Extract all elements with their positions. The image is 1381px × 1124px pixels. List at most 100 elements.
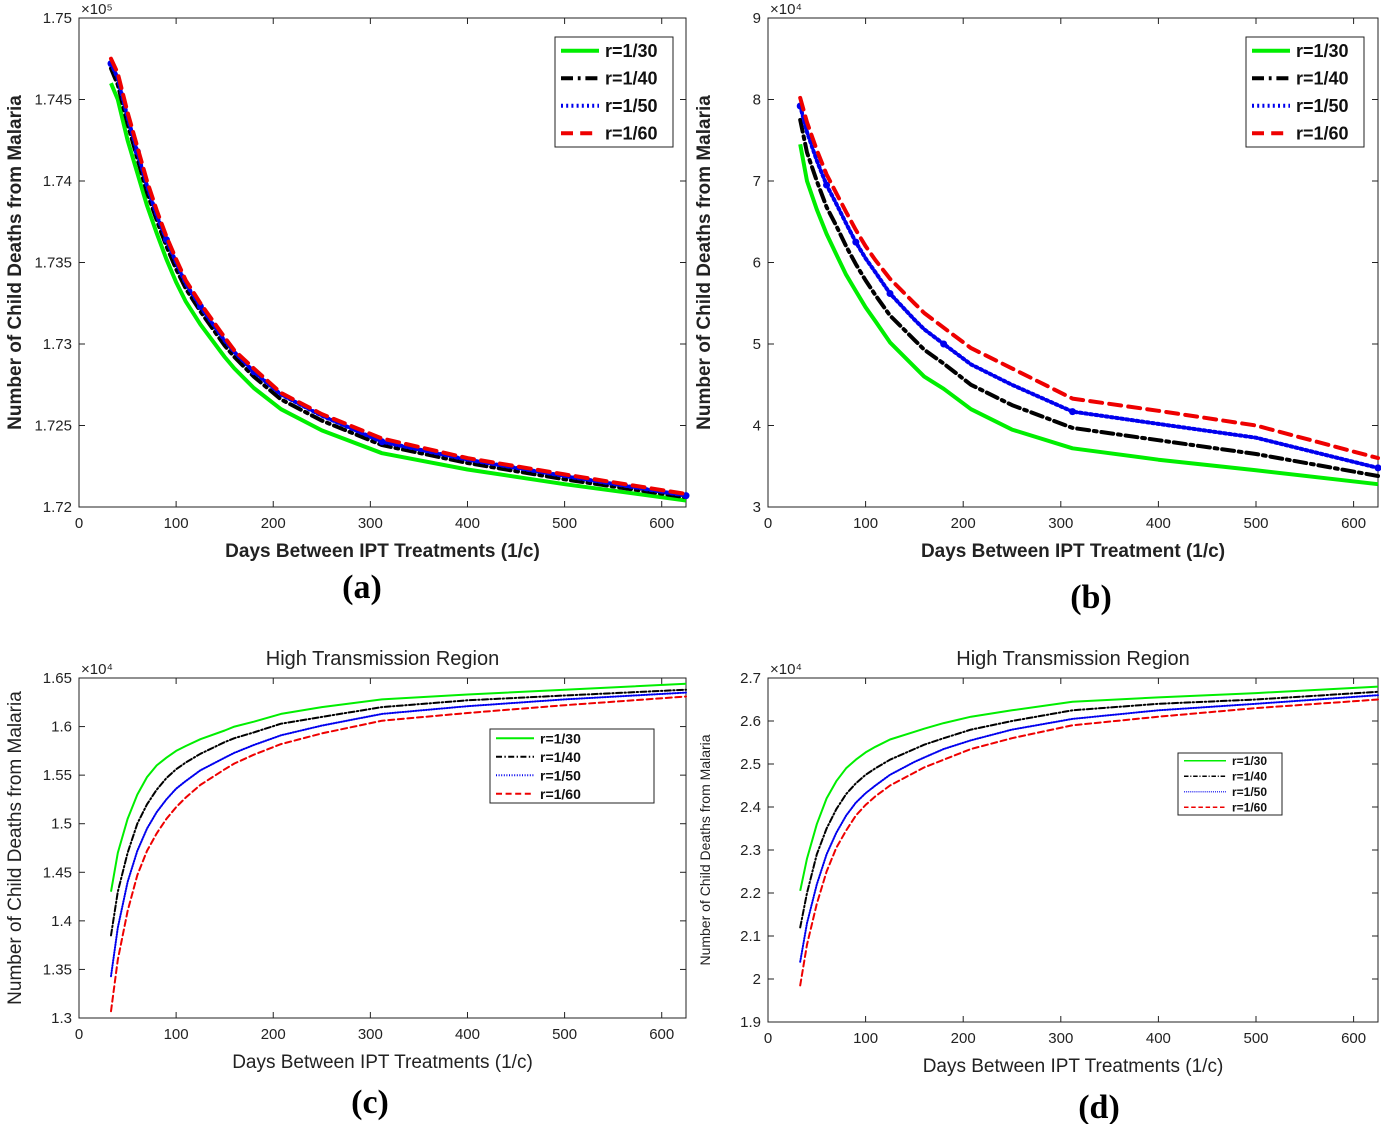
x-tick-label: 600 bbox=[649, 515, 674, 532]
chart-panel-d: 0 100 200 300 400 500 600 1.9 2 2.1 2.2 2.3 2.4 2.5 2.… bbox=[697, 648, 1379, 1124]
x-tick-label: 0 bbox=[764, 515, 772, 532]
y-tick-label: 1.65 bbox=[43, 670, 72, 687]
x-tick-label: 500 bbox=[1243, 1030, 1268, 1047]
legend: r=1/30r=1/40r=1/50r=1/60 bbox=[489, 728, 655, 804]
x-tick-label: 400 bbox=[455, 515, 480, 532]
exponent-label: ×10⁵ bbox=[81, 1, 113, 18]
series-line-a-4 bbox=[109, 56, 688, 496]
y-tick-label: 1.72 bbox=[43, 499, 72, 516]
x-tick-label: 100 bbox=[164, 515, 189, 532]
legend-label-1: r=1/30 bbox=[1232, 754, 1267, 768]
legend: r=1/30r=1/40r=1/50r=1/60 bbox=[1177, 752, 1283, 816]
x-tick-label: 400 bbox=[1146, 515, 1171, 532]
chart-panel-a: 0 100 200 300 400 500 600 1.72 1.725 1.73 1.735 1.7… bbox=[5, 1, 690, 606]
series-point-b-3 bbox=[1374, 464, 1381, 472]
x-axis-label: Days Between IPT Treatments (1/c) bbox=[923, 1056, 1224, 1077]
series-line-d-4 bbox=[799, 698, 1379, 987]
series-point-b-3 bbox=[940, 340, 948, 348]
exponent-label: ×10⁴ bbox=[770, 1, 802, 18]
x-tick-label: 600 bbox=[1341, 1030, 1366, 1047]
y-tick-label: 1.4 bbox=[51, 913, 72, 930]
legend-label-4: r=1/60 bbox=[605, 124, 658, 144]
chart-panel-b: 0 100 200 300 400 500 600 3 4 5 6 7 8 9 ×10⁴ Days Betwe… bbox=[694, 1, 1381, 616]
legend-label-2: r=1/40 bbox=[1296, 69, 1349, 89]
legend-label-3: r=1/50 bbox=[1296, 96, 1349, 116]
x-tick-label: 300 bbox=[1048, 1030, 1073, 1047]
chart-panel-c: 0 100 200 300 400 500 600 1.3 1.35 1.4 1.45 1.5 1.55… bbox=[5, 648, 687, 1121]
series-line-c-4 bbox=[110, 695, 687, 1013]
y-axis-label: Number of Child Deaths from Malaria bbox=[5, 691, 26, 1005]
y-tick-label: 6 bbox=[753, 255, 761, 272]
y-tick-label: 1.725 bbox=[34, 418, 72, 435]
x-tick-label: 200 bbox=[951, 515, 976, 532]
x-tick-label: 0 bbox=[764, 1030, 772, 1047]
chart-title: High Transmission Region bbox=[266, 648, 499, 670]
x-tick-label: 500 bbox=[552, 515, 577, 532]
y-tick-label: 4 bbox=[753, 418, 761, 435]
series-line-c-2 bbox=[110, 688, 687, 937]
x-tick-label: 300 bbox=[358, 515, 383, 532]
series-point-b-3 bbox=[1069, 408, 1077, 416]
y-tick-label: 1.35 bbox=[43, 961, 72, 978]
y-tick-label: 1.55 bbox=[43, 767, 72, 784]
y-tick-label: 1.6 bbox=[51, 719, 72, 736]
series-line-b-2 bbox=[798, 117, 1380, 478]
series-line-d-2 bbox=[799, 690, 1379, 929]
x-tick-label: 300 bbox=[358, 1026, 383, 1043]
y-tick-label: 1.45 bbox=[43, 864, 72, 881]
series-point-a-3 bbox=[378, 438, 386, 446]
x-tick-label: 200 bbox=[261, 515, 286, 532]
legend-label-4: r=1/60 bbox=[1296, 124, 1349, 144]
plot-frame bbox=[767, 677, 1379, 1023]
plot-frame bbox=[78, 677, 687, 1019]
legend-label-2: r=1/40 bbox=[1232, 770, 1267, 784]
x-tick-label: 100 bbox=[853, 515, 878, 532]
legend-label-1: r=1/30 bbox=[605, 41, 658, 61]
y-tick-label: 8 bbox=[753, 92, 761, 109]
y-tick-label: 1.5 bbox=[51, 816, 72, 833]
y-tick-label: 2.5 bbox=[740, 756, 761, 773]
panel-label: (d) bbox=[1078, 1089, 1120, 1124]
legend-label-3: r=1/50 bbox=[605, 96, 658, 116]
legend-label-1: r=1/30 bbox=[1296, 41, 1349, 61]
y-tick-label: 1.735 bbox=[34, 255, 72, 272]
y-tick-label: 1.74 bbox=[43, 173, 72, 190]
x-tick-label: 100 bbox=[164, 1026, 189, 1043]
y-tick-label: 1.73 bbox=[43, 336, 72, 353]
legend: r=1/30 r=1/40 r=1/50 r=1/60 bbox=[554, 36, 674, 148]
panel-label: (b) bbox=[1070, 579, 1112, 616]
exponent-label: ×10⁴ bbox=[770, 661, 802, 678]
panel-label: (c) bbox=[351, 1084, 389, 1121]
y-tick-label: 2 bbox=[753, 971, 761, 988]
y-tick-label: 1.745 bbox=[34, 92, 72, 109]
series-line-a-1 bbox=[109, 82, 687, 503]
series-line-c-3 bbox=[110, 691, 687, 978]
y-axis-label: Number of Child Deaths from Malaria bbox=[694, 95, 715, 430]
y-tick-label: 1.9 bbox=[740, 1014, 761, 1031]
y-tick-label: 1.75 bbox=[43, 10, 72, 27]
legend-box bbox=[1177, 752, 1283, 816]
series-line-d-1 bbox=[799, 685, 1379, 892]
y-tick-label: 7 bbox=[753, 173, 761, 190]
series-line-b-1 bbox=[798, 143, 1379, 487]
legend-box bbox=[554, 36, 674, 148]
x-tick-label: 500 bbox=[552, 1026, 577, 1043]
x-tick-label: 0 bbox=[75, 1026, 83, 1043]
x-axis-label: Days Between IPT Treatment (1/c) bbox=[921, 541, 1225, 562]
series-point-b-3 bbox=[886, 289, 894, 297]
legend-label-3: r=1/50 bbox=[540, 767, 581, 783]
legend-label-2: r=1/40 bbox=[605, 69, 658, 89]
y-axis-label: Number of Child Deaths from Malaria bbox=[5, 95, 26, 430]
y-tick-label: 2.4 bbox=[740, 799, 761, 816]
y-axis-label: Number of Child Deaths from Malaria bbox=[697, 734, 713, 965]
x-tick-label: 100 bbox=[853, 1030, 878, 1047]
legend-box bbox=[1245, 36, 1365, 148]
x-tick-label: 200 bbox=[261, 1026, 286, 1043]
x-tick-label: 400 bbox=[455, 1026, 480, 1043]
y-tick-label: 5 bbox=[753, 336, 761, 353]
y-tick-label: 2.2 bbox=[740, 885, 761, 902]
series-line-c-1 bbox=[110, 682, 687, 892]
x-axis-label: Days Between IPT Treatments (1/c) bbox=[225, 541, 540, 562]
x-tick-label: 0 bbox=[75, 515, 83, 532]
